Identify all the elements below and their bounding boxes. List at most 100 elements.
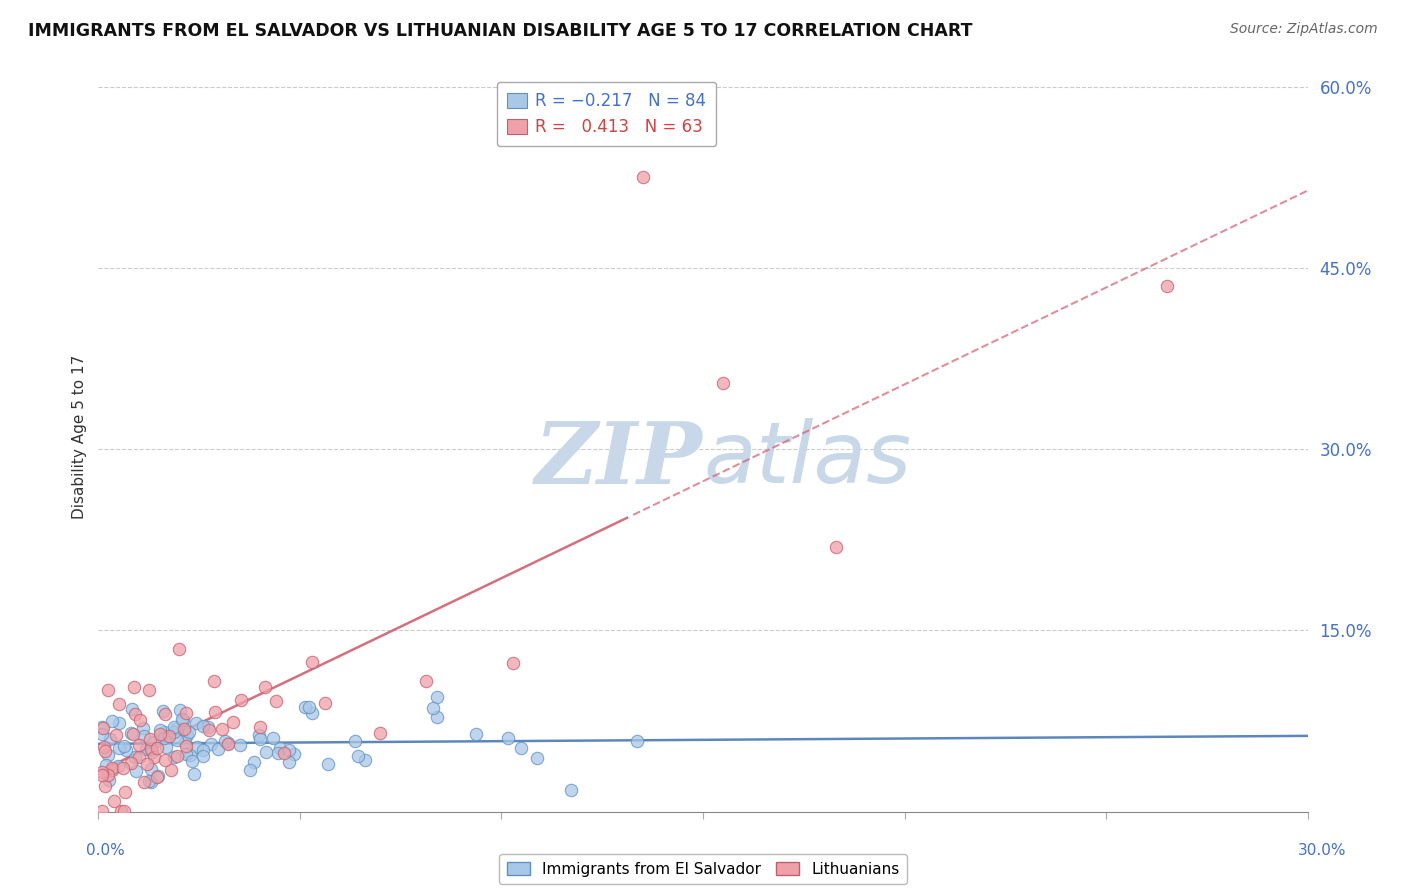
Point [142,735,165,749]
Point [197,720,219,734]
Point [502,656,524,670]
Point [132,729,155,743]
Point [176,727,198,741]
Point [149,723,172,737]
Point [91,727,114,741]
Point [155,739,177,754]
Point [278,743,301,757]
Point [153,753,176,767]
Point [193,749,215,764]
Point [316,757,339,772]
Point [273,746,295,760]
Point [166,748,188,763]
Point [114,785,136,799]
Point [247,727,270,741]
Point [98,773,121,788]
Point [91,720,114,734]
Point [353,753,375,767]
Point [112,804,135,818]
Point [344,734,367,748]
Point [165,722,187,736]
Point [122,727,145,741]
Point [631,170,654,185]
Point [162,749,184,764]
Point [149,727,172,741]
Point [157,729,180,743]
Point [426,710,449,724]
Point [183,767,205,781]
Point [211,722,233,736]
Point [294,699,316,714]
Point [100,761,122,775]
Point [197,723,219,738]
Point [301,655,323,669]
Point [145,770,167,784]
Point [174,706,197,721]
Point [91,768,114,782]
Point [496,731,519,746]
Point [262,731,284,745]
Point [139,762,162,776]
Point [97,768,120,782]
Point [426,690,449,704]
Point [124,749,146,764]
Point [166,732,188,747]
Point [97,747,120,762]
Text: 30.0%: 30.0% [1298,843,1346,858]
Point [138,732,160,747]
Point [128,738,150,752]
Point [125,764,148,779]
Point [217,737,239,751]
Point [132,774,155,789]
Point [711,376,734,390]
Point [104,728,127,742]
Point [1156,279,1178,293]
Point [526,751,548,765]
Point [111,761,134,775]
Point [131,721,153,735]
Point [139,742,162,756]
Point [124,707,146,722]
Point [108,741,131,756]
Point [174,747,197,761]
Point [97,683,120,698]
Point [249,720,271,734]
Point [179,748,201,763]
Point [283,747,305,762]
Point [146,740,169,755]
Point [169,703,191,717]
Point [238,764,260,778]
Point [94,744,117,758]
Point [264,694,287,708]
Legend: R = −0.217   N = 84, R =   0.413   N = 63: R = −0.217 N = 84, R = 0.413 N = 63 [496,82,716,146]
Point [110,804,132,818]
Point [249,731,271,746]
Point [167,642,190,657]
Point [301,706,323,720]
Point [143,750,166,764]
Point [221,714,243,729]
Point [112,739,135,753]
Point [200,737,222,751]
Point [347,749,370,764]
Point [141,745,163,759]
Point [91,721,114,735]
Point [253,680,276,694]
Point [314,696,336,710]
Point [191,743,214,757]
Point [173,713,195,727]
Point [172,712,194,726]
Point [115,743,138,757]
Point [107,759,129,773]
Point [107,715,129,730]
Point [174,739,197,753]
Point [207,742,229,756]
Point [153,706,176,721]
Point [128,713,150,727]
Point [172,721,194,735]
Point [159,763,181,777]
Point [174,735,197,749]
Point [101,714,124,728]
Point [135,741,157,756]
Point [510,741,533,756]
